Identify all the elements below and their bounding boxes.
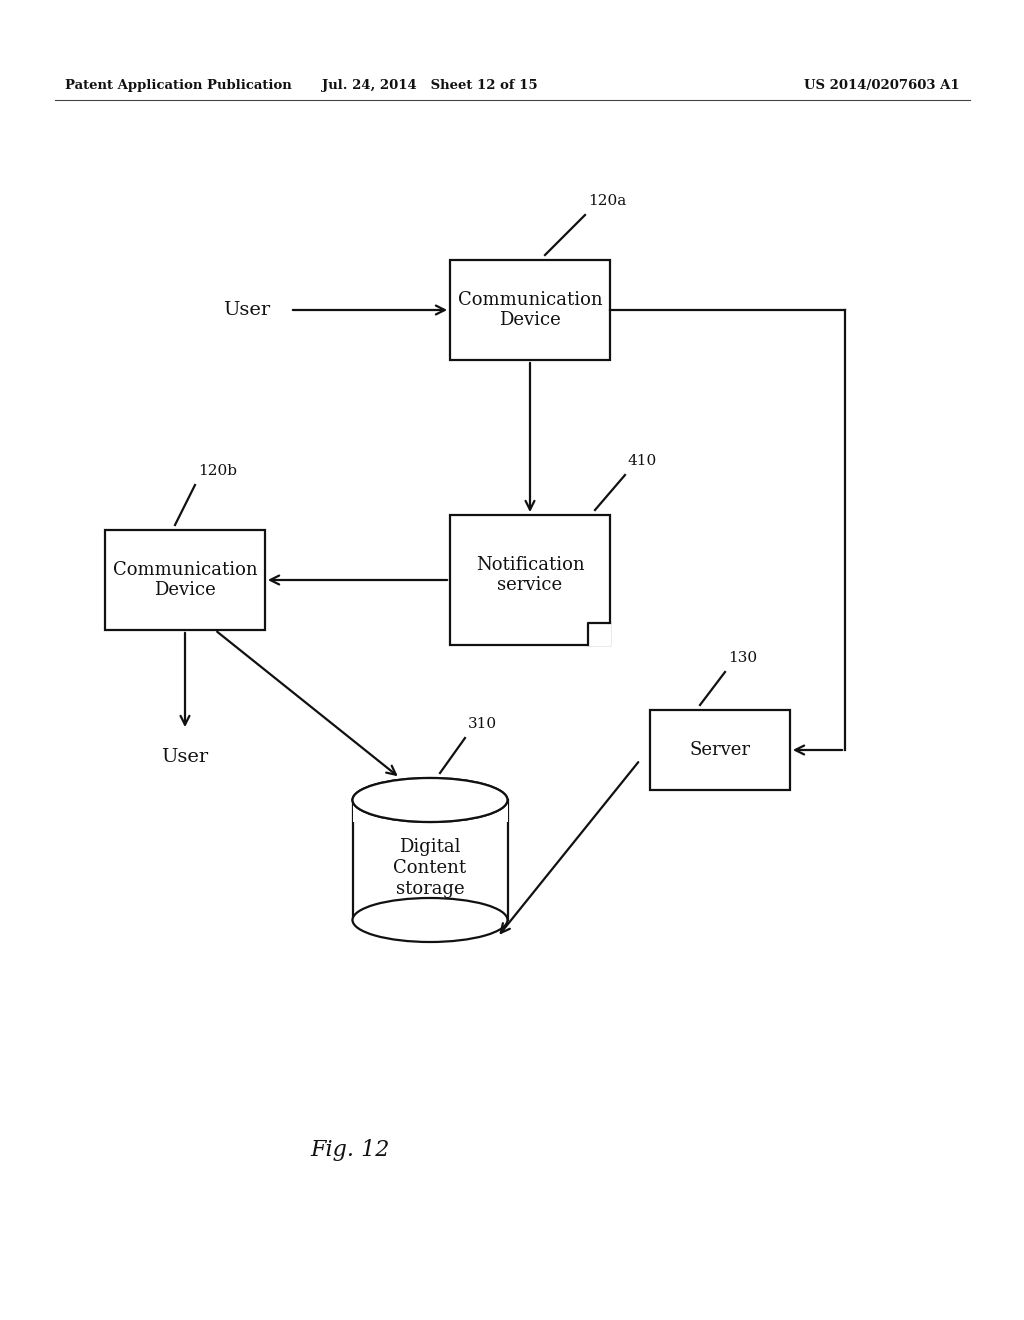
Ellipse shape [352,777,508,822]
Bar [650,710,790,789]
Bar [352,800,508,822]
Text: Communication
Device: Communication Device [458,290,602,330]
Text: Server: Server [689,741,751,759]
Text: 120b: 120b [198,465,237,478]
Text: Notification
service: Notification service [476,556,585,594]
Text: 130: 130 [728,651,757,665]
Text: 410: 410 [628,454,657,469]
Bar [450,515,610,645]
Ellipse shape [352,898,508,942]
Text: US 2014/0207603 A1: US 2014/0207603 A1 [805,78,961,91]
Polygon shape [588,623,610,645]
Text: Communication
Device: Communication Device [113,561,257,599]
Bar [450,260,610,360]
Bar [105,531,265,630]
Text: User: User [223,301,270,319]
Text: 120a: 120a [588,194,627,209]
Text: Fig. 12: Fig. 12 [310,1139,390,1162]
Text: Jul. 24, 2014   Sheet 12 of 15: Jul. 24, 2014 Sheet 12 of 15 [323,78,538,91]
Text: User: User [162,748,209,766]
Ellipse shape [352,777,508,822]
Bar [352,800,508,920]
Text: 310: 310 [468,717,497,731]
Text: Patent Application Publication: Patent Application Publication [65,78,292,91]
Text: Digital
Content
storage: Digital Content storage [393,838,467,898]
